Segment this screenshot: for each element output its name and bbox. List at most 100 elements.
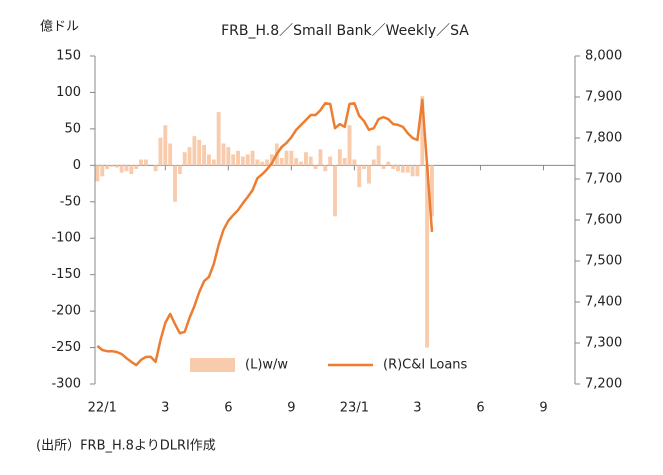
x-tick-label: 3 [413, 401, 421, 416]
bar [289, 150, 294, 166]
x-tick-label: 6 [224, 401, 232, 416]
bar [231, 154, 236, 166]
bar [337, 149, 342, 166]
bar [367, 165, 371, 184]
y-tick-label: 0 [73, 158, 81, 173]
bar [158, 137, 163, 166]
bar [260, 161, 265, 166]
bar [357, 165, 362, 188]
bar [279, 158, 284, 166]
bar [328, 156, 333, 166]
y2-tick-label: 7,300 [585, 336, 622, 351]
bar [318, 149, 323, 166]
bar [430, 165, 434, 217]
bar [410, 165, 415, 177]
bar [342, 158, 347, 166]
y-tick-label: 50 [64, 121, 81, 136]
bar [371, 159, 376, 166]
y2-tick-label: 7,500 [585, 254, 622, 269]
y2-tick-label: 7,200 [585, 377, 622, 392]
bar [124, 165, 129, 172]
bar [303, 152, 308, 166]
bar [221, 143, 226, 166]
bar [134, 165, 139, 169]
bar [323, 165, 328, 172]
bar [405, 165, 410, 173]
bar [168, 143, 173, 166]
bar [182, 152, 187, 166]
y2-tick-label: 7,800 [585, 131, 622, 146]
y-tick-label: -50 [60, 194, 81, 209]
source-note: (出所）FRB_H.8よりDLRI作成 [36, 439, 216, 454]
bar [153, 165, 158, 172]
unit-label: 億ドル [40, 19, 79, 35]
bar [139, 159, 143, 166]
legend-swatch [190, 358, 235, 372]
bar [163, 125, 168, 166]
y2-tick-label: 7,900 [585, 90, 622, 105]
line [96, 98, 434, 367]
y2-tick-label: 7,700 [585, 172, 622, 187]
bar [119, 165, 124, 173]
bar [376, 145, 381, 166]
bar [236, 150, 240, 166]
bar [347, 125, 352, 166]
bar [420, 96, 425, 166]
y2-tick-label: 7,600 [585, 213, 622, 228]
bar [202, 144, 207, 166]
bar [396, 165, 400, 172]
bar [114, 165, 119, 168]
x-tick-label: 23/1 [340, 401, 369, 416]
bar [95, 165, 100, 182]
bar [177, 165, 182, 175]
bar [386, 161, 391, 166]
bar [299, 161, 303, 166]
y-tick-label: 150 [56, 49, 81, 64]
y-tick-label: -200 [51, 304, 81, 319]
bar [226, 147, 231, 166]
bar [270, 154, 274, 166]
bar [240, 156, 245, 166]
chart-title: FRB_H.8／Small Bank／Weekly／SA [221, 23, 469, 39]
bar [211, 159, 216, 166]
x-tick-label: 9 [287, 401, 295, 416]
legend-label: (L)w/w [245, 358, 288, 373]
x-tick-label: 6 [476, 401, 484, 416]
x-tick-label: 9 [539, 401, 547, 416]
bar [110, 165, 114, 167]
y2-tick-label: 8,000 [585, 49, 622, 64]
bar [143, 159, 148, 166]
bar [192, 136, 197, 166]
bar [284, 150, 289, 166]
bar [308, 156, 313, 166]
bar [245, 154, 250, 166]
bar [362, 165, 367, 169]
bar [129, 165, 134, 175]
y-tick-label: -100 [51, 231, 81, 246]
bar [250, 150, 255, 166]
y2-tick-label: 7,400 [585, 295, 622, 310]
bar [207, 154, 211, 166]
y-tick-label: 100 [56, 85, 81, 100]
bar [352, 159, 357, 166]
legend-label: (R)C&I Loans [383, 358, 468, 373]
bar [187, 147, 192, 166]
bar [197, 139, 202, 166]
bar [313, 165, 318, 169]
bar [391, 165, 396, 169]
bar [294, 158, 299, 166]
bar [255, 159, 260, 166]
y-tick-label: -250 [51, 340, 81, 355]
bar [265, 159, 270, 166]
bar [400, 165, 405, 173]
y-tick-label: -150 [51, 267, 81, 282]
bar [333, 165, 337, 217]
bar [415, 165, 420, 177]
bar [216, 112, 221, 166]
bar [100, 165, 105, 177]
x-tick-label: 3 [161, 401, 169, 416]
y-tick-label: -300 [51, 377, 81, 392]
bar [105, 165, 110, 169]
bar [173, 165, 177, 202]
